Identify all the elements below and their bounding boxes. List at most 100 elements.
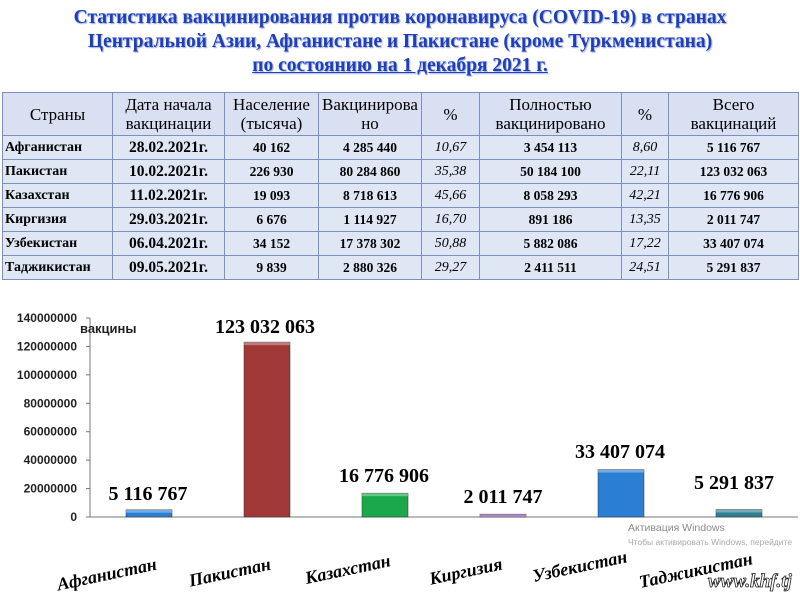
activation-watermark-line-2: Чтобы активировать Windows, перейдите [628, 537, 792, 547]
bar-2 [243, 341, 291, 518]
cell-start-date: 06.04.2021г. [112, 231, 225, 256]
bar-highlight [244, 342, 290, 346]
bar-3 [361, 492, 409, 518]
cell-percent-fully: 42,21 [621, 183, 669, 208]
cell-percent-vaccinated: 10,67 [421, 135, 480, 160]
header-percent-fully: % [621, 92, 669, 136]
cell-total-vaccinations: 5 116 767 [668, 135, 799, 160]
cell-percent-vaccinated: 35,38 [421, 159, 480, 184]
y-tick-label: 20000000 [24, 482, 78, 496]
cell-fully-vaccinated: 8 058 293 [479, 183, 622, 208]
data-label-6: 5 291 837 [694, 472, 774, 494]
cell-fully-vaccinated: 50 184 100 [479, 159, 622, 184]
cell-vaccinated: 80 284 860 [318, 159, 422, 184]
cell-country: Киргизия [2, 207, 113, 232]
y-tick-label: 140000000 [17, 311, 77, 325]
cell-percent-fully: 24,51 [621, 255, 669, 280]
data-label-box [572, 440, 668, 464]
bar-6 [715, 509, 763, 518]
category-label-4: Киргизия [426, 554, 504, 589]
cell-population: 19 093 [224, 183, 319, 208]
cell-fully-vaccinated: 2 411 511 [479, 255, 622, 280]
bar-highlight [598, 469, 644, 473]
bar-highlight [480, 514, 526, 517]
bar-highlight [716, 509, 762, 513]
header-percent-vaccinated: % [421, 92, 480, 136]
table-row: Таджикистан 09.05.2021г. 9 839 2 880 326 29,… [2, 255, 799, 280]
table-header-row: Страны Дата начала вакцинации Население … [2, 92, 799, 136]
cell-fully-vaccinated: 3 454 113 [479, 135, 622, 160]
cell-total-vaccinations: 33 407 074 [668, 231, 799, 256]
y-tick-label: 60000000 [24, 425, 78, 439]
y-tick-label: 80000000 [24, 396, 78, 410]
category-label-2: Пакистан [186, 554, 272, 591]
cell-population: 6 676 [224, 207, 319, 232]
cell-population: 34 152 [224, 231, 319, 256]
cell-total-vaccinations: 5 291 837 [668, 255, 799, 280]
data-label-1: 5 116 767 [109, 483, 188, 505]
cell-percent-vaccinated: 16,70 [421, 207, 480, 232]
category-label-5: Узбекистан [531, 546, 629, 586]
cell-fully-vaccinated: 891 186 [479, 207, 622, 232]
cell-vaccinated: 17 378 302 [318, 231, 422, 256]
data-label-box [212, 315, 318, 339]
cell-country: Казахстан [2, 183, 113, 208]
y-tick-label: 40000000 [24, 453, 78, 467]
bar-1 [125, 509, 173, 518]
header-fully-vaccinated: Полностью вакцинировано [479, 92, 622, 136]
cell-percent-vaccinated: 45,66 [421, 183, 480, 208]
cell-percent-fully: 22,11 [621, 159, 669, 184]
activation-watermark-line-1: Активация Windows [628, 522, 725, 534]
title-line-3: по состоянию на 1 декабря 2021 г. [252, 55, 548, 76]
data-label-2: 123 032 063 [215, 316, 315, 338]
vaccination-table: Страны Дата начала вакцинации Население … [2, 92, 799, 280]
cell-country: Пакистан [2, 159, 113, 184]
cell-percent-fully: 13,35 [621, 207, 669, 232]
bar-highlight [126, 509, 172, 513]
cell-total-vaccinations: 16 776 906 [668, 183, 799, 208]
cell-fully-vaccinated: 5 882 086 [479, 231, 622, 256]
table-row: Киргизия 29.03.2021г. 6 676 1 114 927 16,70 8… [2, 207, 799, 232]
data-label-box [105, 482, 191, 506]
data-label-box [460, 485, 546, 509]
vaccinations-bar-chart: 0 20000000 40000000 60000000 80000000 1000000… [17, 311, 798, 595]
cell-start-date: 11.02.2021г. [112, 183, 225, 208]
cell-start-date: 09.05.2021г. [112, 255, 225, 280]
cell-percent-vaccinated: 50,88 [421, 231, 480, 256]
cell-percent-fully: 17,22 [621, 231, 669, 256]
header-start-date: Дата начала вакцинации [112, 92, 225, 136]
title-line-2: Центральной Азии, Афганистане и Пакистан… [87, 31, 713, 52]
bar-highlight [362, 493, 408, 497]
data-label-box [336, 464, 432, 488]
table-row: Узбекистан 06.04.2021г. 34 152 17 378 302 50… [2, 231, 799, 256]
data-label-5: 33 407 074 [575, 441, 665, 463]
cell-country: Таджикистан [2, 255, 113, 280]
page-title: Статистика вакцинирования против коронав… [0, 6, 800, 78]
cell-population: 40 162 [224, 135, 319, 160]
cell-total-vaccinations: 123 032 063 [668, 159, 799, 184]
cell-population: 226 930 [224, 159, 319, 184]
table-row: Пакистан 10.02.2021г. 226 930 80 284 860 35,… [2, 159, 799, 184]
title-line-1: Статистика вакцинирования против коронав… [73, 7, 727, 28]
header-vaccinated: Вакцинировано [318, 92, 422, 136]
cell-percent-vaccinated: 29,27 [421, 255, 480, 280]
header-total-vaccinations: Всего вакцинаций [668, 92, 799, 136]
header-country: Страны [2, 92, 113, 136]
table-row: Афганистан 28.02.2021г. 40 162 4 285 440 10,… [2, 135, 799, 160]
data-label-4: 2 011 747 [464, 486, 543, 508]
cell-population: 9 839 [224, 255, 319, 280]
header-population: Население (тысяча) [224, 92, 319, 136]
cell-start-date: 10.02.2021г. [112, 159, 225, 184]
cell-country: Узбекистан [2, 231, 113, 256]
y-tick-label: 100000000 [17, 368, 77, 382]
y-tick-label: 120000000 [17, 339, 77, 353]
table-row: Казахстан 11.02.2021г. 19 093 8 718 613 45,6… [2, 183, 799, 208]
bar-4 [479, 513, 527, 518]
y-tick-label: 0 [70, 510, 77, 524]
cell-vaccinated: 1 114 927 [318, 207, 422, 232]
category-label-3: Казахстан [302, 550, 392, 588]
site-watermark: www.khf.tj [708, 571, 792, 592]
y-axis-label: вакцины [80, 321, 137, 336]
cell-vaccinated: 2 880 326 [318, 255, 422, 280]
cell-total-vaccinations: 2 011 747 [668, 207, 799, 232]
